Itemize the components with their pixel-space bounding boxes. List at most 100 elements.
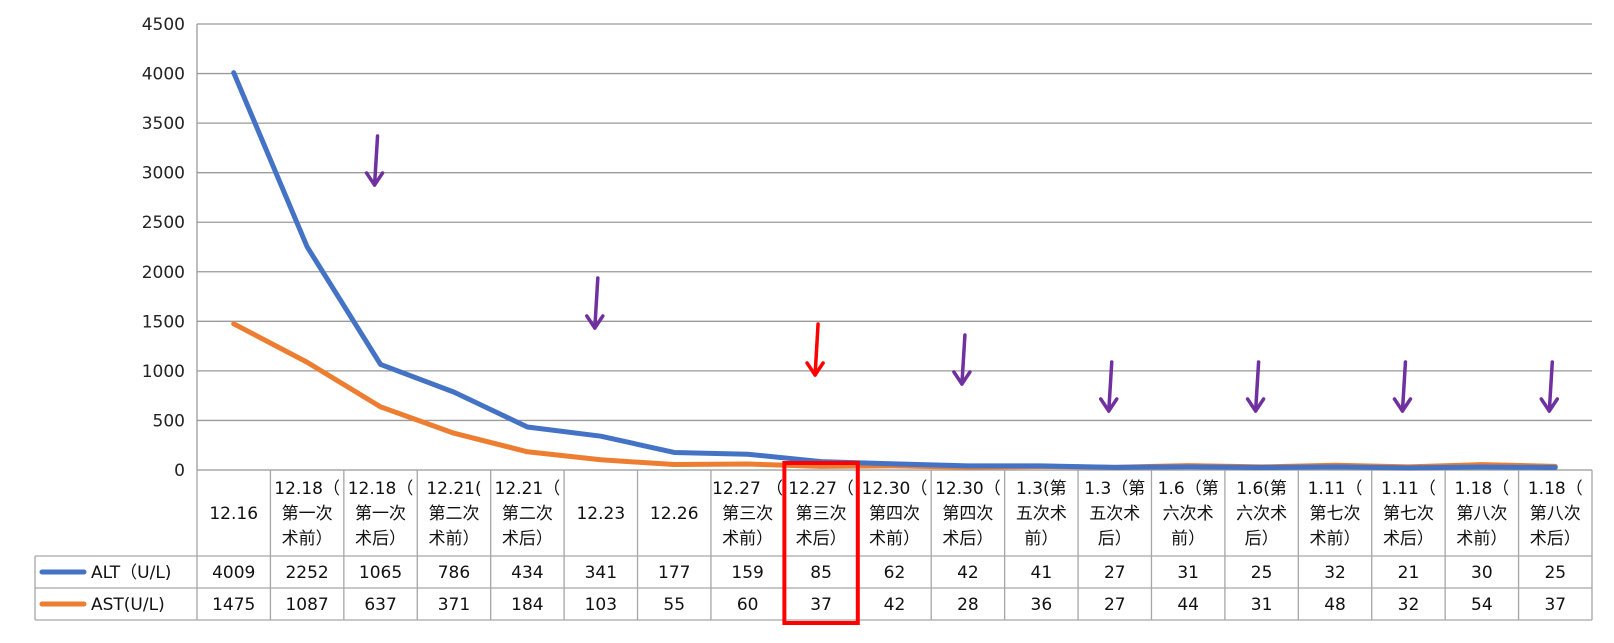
arrow-head (952, 370, 972, 386)
arrow-head (1539, 397, 1560, 413)
x-tick-label: 12.26 (650, 504, 699, 524)
purple-arrow (1392, 360, 1413, 413)
arrow-shaft (593, 276, 600, 330)
y-tick-label: 4500 (142, 15, 185, 35)
data-label: 184 (511, 595, 543, 615)
purple-arrow (1245, 360, 1266, 413)
x-tick-label: 1.18（第八次术前） (1454, 479, 1509, 549)
data-label: 60 (737, 595, 759, 615)
data-label: 32 (1398, 595, 1420, 615)
x-tick-label: 12.21（第二次术后） (495, 479, 561, 549)
purple-arrow (585, 276, 605, 330)
data-label: 1087 (285, 595, 328, 615)
x-tick-label: 1.3(第五次术前） (1016, 479, 1067, 549)
data-label: 25 (1251, 563, 1273, 583)
y-tick-label: 3500 (142, 114, 185, 134)
arrow-head (585, 314, 605, 330)
y-tick-label: 2000 (142, 263, 185, 283)
arrow-head (1099, 397, 1119, 413)
arrow-shaft (813, 322, 820, 377)
x-tick-label: 1.3（第五次术后） (1084, 479, 1145, 549)
data-label: 44 (1177, 595, 1199, 615)
data-label: 1065 (359, 563, 402, 583)
data-label: 4009 (212, 563, 255, 583)
data-label: 31 (1251, 595, 1273, 615)
red-arrow (805, 322, 825, 377)
series-line (231, 321, 1558, 470)
y-axis: 0 500 1000 1500 2000 2500 3000 3500 4000 4500 (142, 15, 198, 481)
data-label: 27 (1104, 563, 1126, 583)
x-tick-label: 1.18（第八次术后） (1528, 479, 1583, 549)
x-tick-label: 12.30（第四次术前） (862, 479, 928, 549)
data-label: 30 (1471, 563, 1493, 583)
y-tick-label: 500 (153, 411, 185, 431)
data-label: 37 (810, 595, 832, 615)
data-label: 103 (585, 595, 617, 615)
data-label: 28 (957, 595, 979, 615)
legend-label: AST(U/L) (91, 595, 165, 615)
x-tick-label: 12.27（第三次术后） (788, 479, 854, 549)
y-tick-label: 1500 (142, 312, 185, 332)
data-label: 42 (957, 563, 979, 583)
purple-arrow (364, 134, 385, 187)
purple-arrow (952, 333, 972, 386)
arrow-shaft (1547, 360, 1555, 413)
arrow-shaft (1400, 360, 1408, 413)
data-label: 85 (810, 563, 832, 583)
data-label: 371 (438, 595, 470, 615)
y-tick-label: 1000 (142, 362, 185, 382)
x-tick-label: 1.11（第七次术后） (1381, 479, 1436, 549)
data-label: 434 (511, 563, 543, 583)
data-table: 12.16 12.18（第一次术前）12.18（第一次术后）12.21(第二次术前… (34, 469, 1593, 621)
y-tick-label: 3000 (142, 164, 185, 184)
data-label: 786 (438, 563, 470, 583)
data-label: 21 (1398, 563, 1420, 583)
arrow-head (364, 171, 385, 187)
data-label: 31 (1177, 563, 1199, 583)
x-tick-label: 12.16 (209, 504, 258, 524)
data-label: 37 (1544, 595, 1566, 615)
legend-label: ALT（U/L) (91, 563, 171, 583)
data-label: 177 (658, 563, 690, 583)
x-tick-label: 12.23 (576, 504, 625, 524)
x-tick-label: 12.30（第四次术后） (935, 479, 1001, 549)
arrow-shaft (960, 333, 967, 386)
y-tick-label: 4000 (142, 65, 185, 85)
highlight-box (782, 461, 860, 625)
data-label: 159 (731, 563, 763, 583)
data-label: 62 (884, 563, 906, 583)
data-label: 1475 (212, 595, 255, 615)
arrow-head (805, 361, 825, 377)
data-label: 42 (884, 595, 906, 615)
arrow-shaft (372, 134, 380, 187)
y-tick-label: 2500 (142, 213, 185, 233)
data-label: 2252 (285, 563, 328, 583)
x-tick-label: 12.18（第一次术前） (274, 479, 340, 549)
data-label: 341 (585, 563, 617, 583)
x-tick-label: 12.18（第一次术后） (348, 479, 414, 549)
data-label: 25 (1544, 563, 1566, 583)
data-label: 36 (1031, 595, 1053, 615)
data-label: 55 (663, 595, 685, 615)
gridlines (197, 23, 1592, 471)
data-label: 54 (1471, 595, 1493, 615)
x-tick-label: 12.27 （第三次术前） (712, 479, 783, 549)
purple-arrow (1539, 360, 1560, 413)
arrow-head (1245, 397, 1266, 413)
x-tick-label: 1.6(第六次术后） (1236, 479, 1287, 549)
series-lines (231, 70, 1558, 471)
data-label: 48 (1324, 595, 1346, 615)
arrow-head (1392, 397, 1413, 413)
arrow-shaft (1253, 360, 1261, 413)
data-label: 41 (1031, 563, 1053, 583)
arrow-shaft (1107, 360, 1114, 413)
purple-arrow (1099, 360, 1119, 413)
data-label: 637 (364, 595, 396, 615)
x-tick-label: 1.6（第六次术前） (1158, 479, 1219, 549)
y-tick-label: 0 (174, 461, 185, 481)
annotations (364, 134, 1560, 625)
data-label: 32 (1324, 563, 1346, 583)
x-tick-label: 12.21(第二次术前） (426, 479, 481, 549)
series-line (231, 70, 1558, 471)
